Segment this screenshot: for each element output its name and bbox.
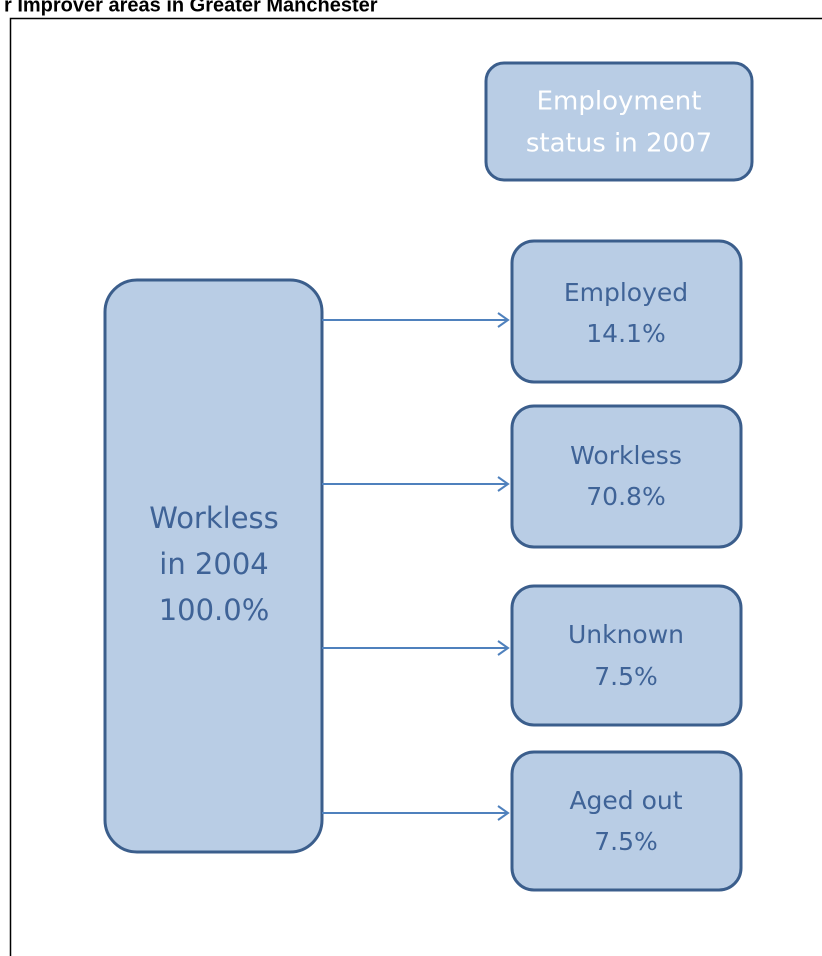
arrow [322, 476, 510, 492]
outcome-label: Aged out [569, 786, 682, 815]
outcome-box [510, 404, 743, 549]
source-box [103, 278, 324, 854]
frame [9, 17, 822, 956]
outcome-label: Employed [564, 278, 688, 307]
source-label: Workless [149, 501, 279, 535]
title: r Improver areas in Greater Manchester [4, 0, 378, 16]
outcome-value: 14.1% [586, 319, 665, 348]
arrow [322, 640, 510, 656]
outcome-box [510, 239, 743, 384]
source-label: in 2004 [159, 547, 268, 581]
header-label: Employment [537, 87, 702, 117]
outcome-label: Workless [570, 441, 682, 470]
header-label: status in 2007 [526, 129, 712, 159]
source-label: 100.0% [159, 593, 270, 627]
outcome-value: 70.8% [586, 482, 665, 511]
outcome-value: 7.5% [594, 662, 658, 691]
outcome-value: 7.5% [594, 827, 658, 856]
header-box [484, 61, 754, 182]
arrows [322, 312, 510, 821]
outcome-label: Unknown [568, 620, 684, 649]
arrow [322, 312, 510, 328]
outcome-box [510, 584, 743, 727]
outcome-box [510, 750, 743, 892]
arrow [322, 805, 510, 821]
